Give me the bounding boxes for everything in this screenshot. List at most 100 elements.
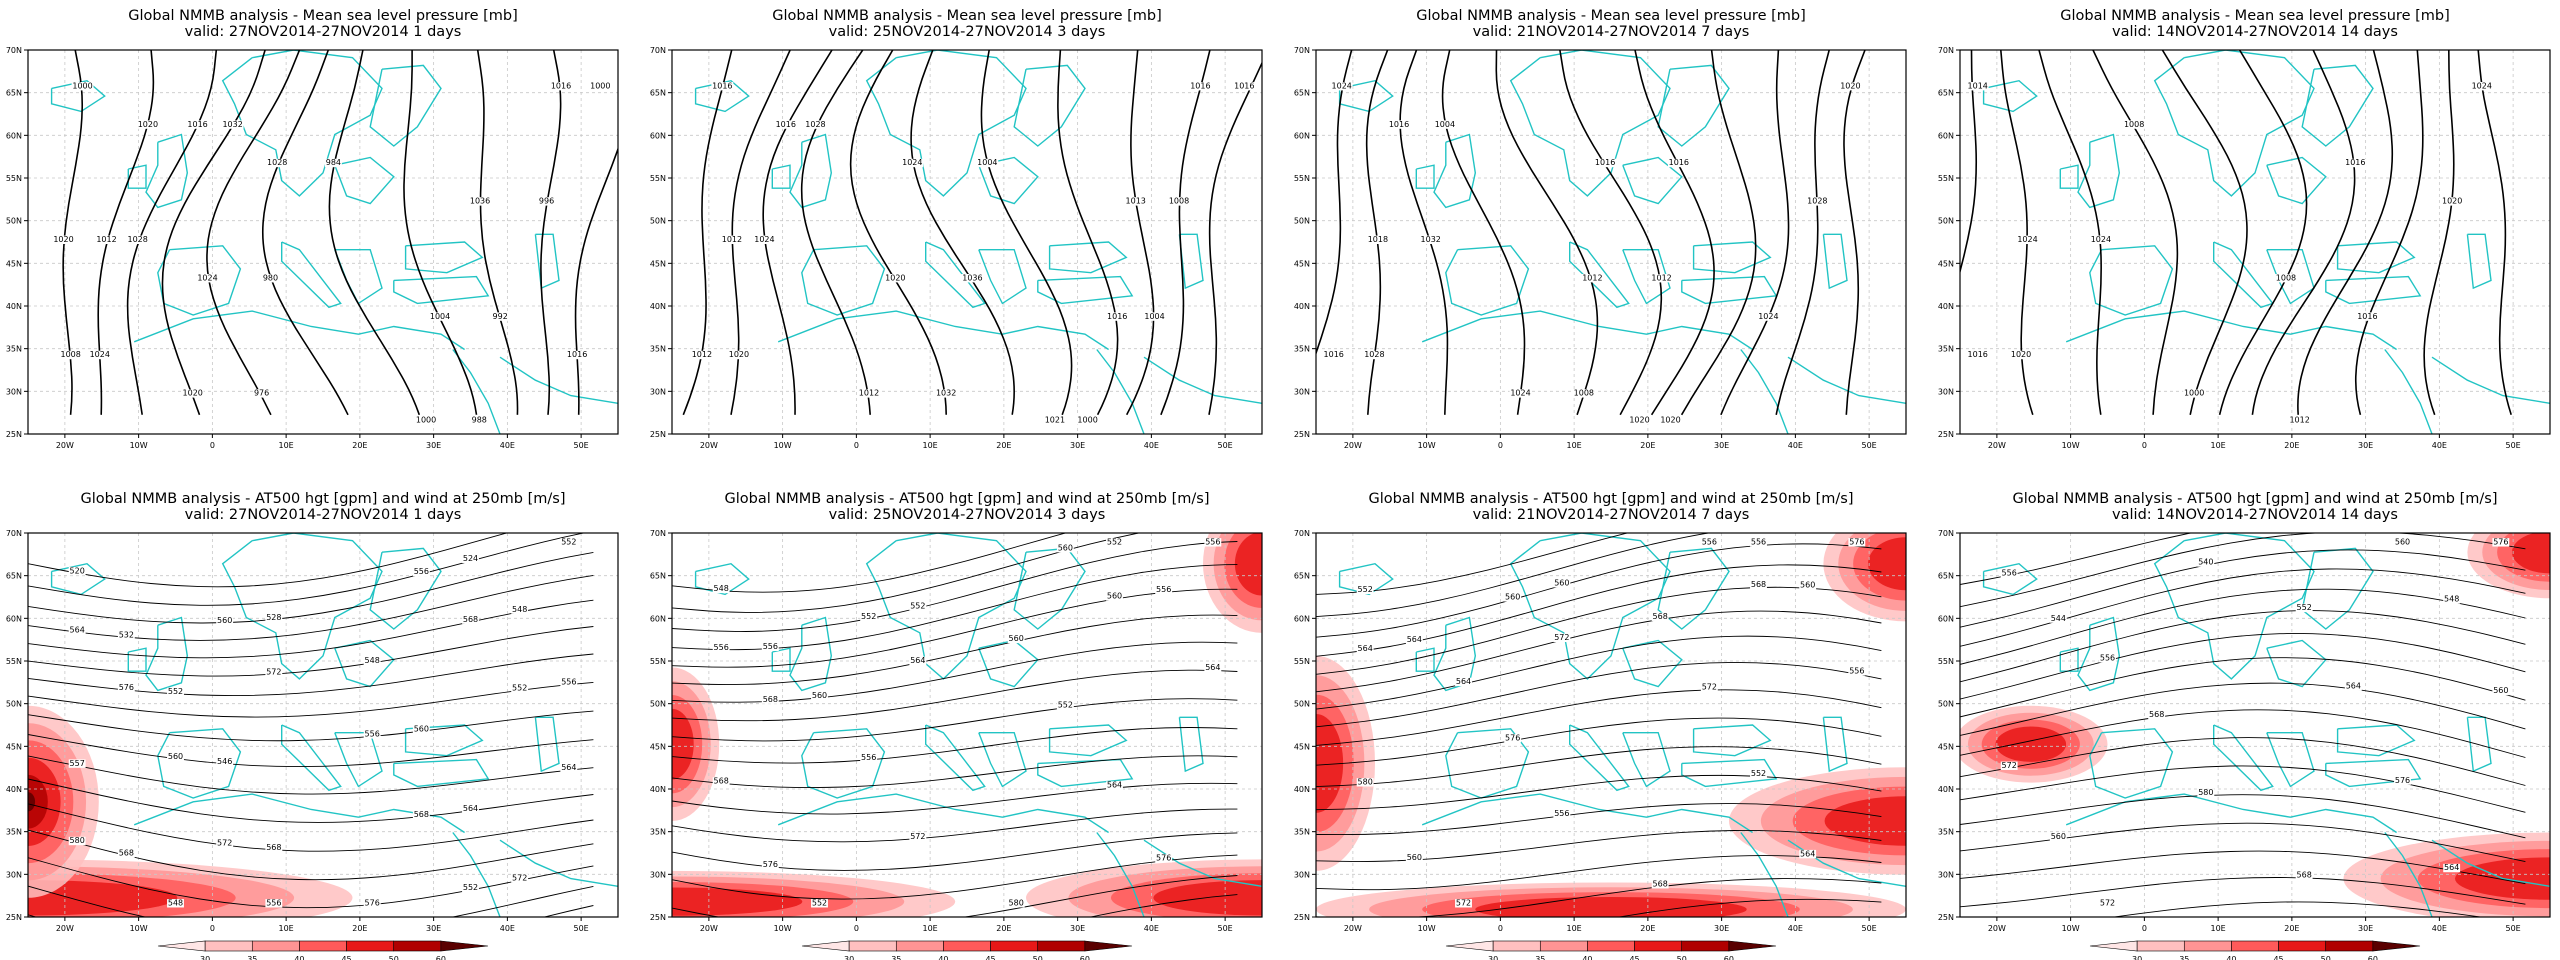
colorbar: 30 35 40 45 50 60 (801, 940, 1133, 960)
contour-line (28, 533, 509, 588)
contour-line (28, 829, 594, 881)
contour-label: 1020 (1840, 81, 1860, 90)
wind-shade (28, 880, 178, 916)
lat-tick-label: 35N (1294, 345, 1310, 354)
lat-tick-label: 65N (650, 89, 666, 98)
contour-label: 576 (2493, 538, 2508, 547)
lat-tick-label: 60N (1294, 131, 1310, 140)
lat-tick-label: 45N (1294, 259, 1310, 268)
contour-line (1960, 633, 2526, 700)
lon-tick-label: 40E (500, 441, 515, 450)
lat-tick-label: 35N (6, 345, 22, 354)
contour-line (28, 755, 594, 795)
contour-label: 556 (414, 567, 429, 576)
panel-valid: valid: 21NOV2014-27NOV2014 7 days (1473, 24, 1750, 40)
contour-label-bg (712, 643, 730, 653)
contour-line (28, 778, 594, 823)
contour-label-bg (2148, 710, 2166, 719)
contour-label-bg (2000, 761, 2018, 770)
coastline (2153, 50, 2315, 197)
contour-line (730, 50, 791, 415)
contour-line (1316, 878, 1882, 917)
contour-label: 556 (561, 677, 576, 686)
colorbar-tick-label: 30 (200, 955, 210, 960)
lat-tick-label: 45N (650, 742, 666, 751)
lat-tick-label: 45N (1294, 742, 1310, 751)
panel-r1-c2: Global NMMB analysis - AT500 hgt [gpm] a… (1294, 491, 1907, 960)
contour-label: 564 (1800, 849, 1815, 858)
contour-label: 556 (861, 753, 876, 762)
coastline (534, 716, 560, 773)
lat-tick-label: 25N (1938, 430, 1954, 439)
contour-label-bg (2295, 603, 2313, 613)
coastline (1143, 356, 1262, 404)
lon-tick-label: 40E (1788, 441, 1803, 450)
lon-tick-label: 0 (210, 441, 215, 450)
wind-shade (28, 792, 36, 812)
coastline (978, 156, 1039, 205)
contour-label: 568 (714, 777, 729, 786)
coastline (865, 50, 1027, 197)
contour-label: 556 (266, 898, 281, 907)
coastline (1178, 233, 1204, 290)
panel-valid: valid: 14NOV2014-27NOV2014 14 days (2112, 507, 2398, 523)
colorbar-tick-label: 60 (1080, 955, 1090, 960)
coastline (1415, 647, 1435, 672)
lat-tick-label: 35N (650, 345, 666, 354)
lon-tick-label: 10E (923, 441, 938, 450)
contour-label-bg (167, 899, 184, 908)
panel-title: Global NMMB analysis - Mean sea level pr… (128, 8, 518, 24)
lon-tick-label: 40E (2432, 924, 2447, 933)
colorbar-tick-label: 50 (1677, 955, 1687, 960)
contour-label: 1012 (859, 389, 879, 398)
lon-tick-label: 50E (1218, 924, 1233, 933)
lon-tick-label: 10E (2211, 924, 2226, 933)
map-area: 520 524 528 532 548 548 552 556 560 546 557 564 568 5… (28, 533, 618, 917)
coastline (2336, 724, 2416, 757)
contour-label-bg (1168, 197, 1190, 206)
lat-tick-label: 60N (1294, 614, 1310, 623)
contour-label: 552 (2297, 603, 2312, 612)
contour-label-bg (720, 235, 743, 244)
lat-tick-label: 25N (6, 430, 22, 439)
lat-tick-label: 70N (1938, 46, 1954, 55)
lat-tick-label: 30N (1294, 870, 1310, 879)
contour-line (1399, 50, 1449, 415)
contour-label: 556 (1702, 538, 1717, 547)
lon-tick-label: 50E (2506, 924, 2521, 933)
colorbar-segment (1728, 940, 1777, 952)
contour-label: 1032 (936, 389, 956, 398)
lon-tick-label: 30E (1070, 441, 1085, 450)
colorbar-segment (440, 940, 489, 952)
lat-tick-label: 55N (1938, 657, 1954, 666)
map-frame (1959, 532, 2551, 918)
coastline (1421, 793, 1753, 834)
lat-tick-label: 70N (1294, 529, 1310, 538)
contour-line (1559, 50, 1663, 416)
contour-label-bg (2197, 788, 2215, 798)
contour-label: 1012 (722, 235, 742, 244)
coastline (1822, 716, 1848, 773)
colorbar-segment (2089, 940, 2138, 952)
contour-label-bg (560, 538, 578, 547)
contour-label-bg (550, 82, 572, 91)
contour-label-bg (2089, 235, 2112, 244)
contour-label-bg (462, 883, 479, 893)
panel-title: Global NMMB analysis - Mean sea level pr… (2060, 8, 2450, 24)
contour-line (1057, 50, 1119, 416)
lat-tick-label: 60N (650, 131, 666, 140)
contour-label: 548 (365, 656, 380, 665)
contour-line (672, 875, 1238, 917)
contour-label: 548 (168, 898, 183, 907)
lat-tick-label: 50N (6, 217, 22, 226)
contour-label-bg (761, 860, 779, 870)
contour-label-bg (1504, 593, 1522, 602)
contour-label-bg (1124, 197, 1147, 206)
contour-label-bg (1233, 82, 1256, 91)
map-frame (27, 49, 619, 435)
panel-valid: valid: 27NOV2014-27NOV2014 1 days (185, 24, 462, 40)
contour-label: 1016 (1389, 120, 1409, 129)
contour-label-bg (774, 120, 797, 129)
contour-line (28, 734, 594, 768)
contour-line (1316, 803, 1882, 836)
